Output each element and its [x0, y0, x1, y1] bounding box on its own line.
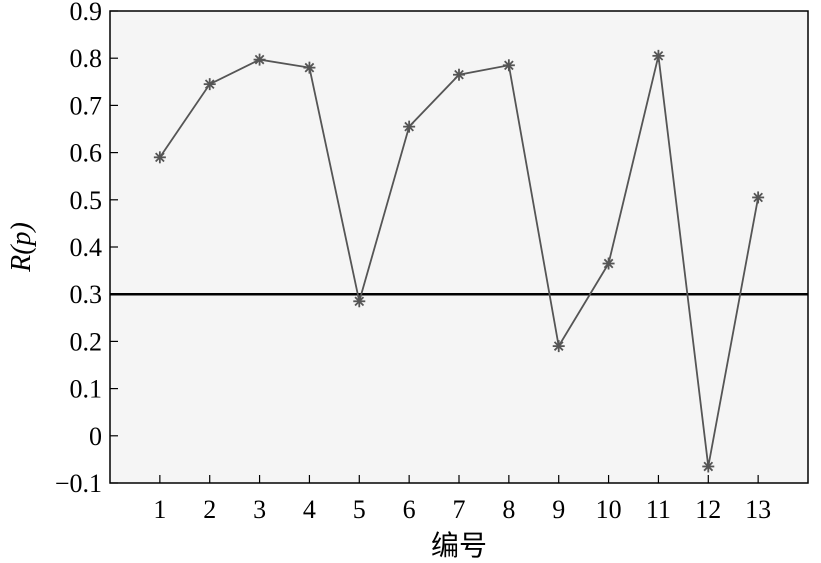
data-point: [502, 59, 515, 72]
data-point: [353, 295, 366, 308]
data-point: [203, 78, 216, 91]
y-axis-label: R(p): [6, 222, 37, 273]
y-tick-label: −0.1: [55, 469, 102, 498]
x-tick-label: 5: [353, 495, 366, 524]
plot-area: [110, 11, 808, 483]
x-tick-label: 12: [695, 495, 721, 524]
x-tick-label: 1: [153, 495, 166, 524]
y-ticks: −0.1 0 0.1 0.2 0.3 0.4 0.5 0.6 0.7 0.8 0.9: [55, 0, 118, 498]
y-tick-label: 0.4: [70, 233, 103, 262]
y-tick-label: 0.5: [70, 186, 103, 215]
data-point: [403, 120, 416, 133]
data-point: [453, 68, 465, 81]
y-tick-label: 0: [89, 422, 102, 451]
x-tick-label: 3: [253, 495, 266, 524]
data-point: [253, 53, 266, 66]
x-tick-label: 8: [502, 495, 515, 524]
x-tick-label: 4: [303, 495, 316, 524]
y-tick-label: 0.2: [70, 327, 103, 356]
x-tick-label: 13: [745, 495, 771, 524]
y-tick-label: 0.1: [70, 375, 103, 404]
y-tick-label: 0.3: [70, 280, 103, 309]
x-tick-label: 2: [203, 495, 216, 524]
x-tick-label: 9: [552, 495, 565, 524]
x-ticks: 1 2 3 4 5 6 7 8 9 10 11 12 13: [153, 475, 771, 524]
y-tick-label: 0.8: [70, 44, 103, 73]
x-tick-label: 6: [403, 495, 416, 524]
data-point: [303, 61, 316, 74]
x-tick-label: 10: [596, 495, 622, 524]
data-point: [552, 340, 565, 353]
data-point: [652, 49, 665, 62]
x-tick-label: 7: [453, 495, 466, 524]
x-axis-label: 编号: [431, 530, 487, 562]
y-tick-label: 0.9: [70, 0, 103, 26]
y-tick-label: 0.6: [70, 139, 103, 168]
data-markers: [153, 49, 765, 473]
data-point: [752, 191, 765, 204]
data-point: [153, 151, 166, 164]
plot-frame: [109, 10, 809, 484]
data-point: [702, 460, 715, 473]
x-tick-label: 11: [646, 495, 671, 524]
data-point: [602, 257, 615, 270]
y-tick-label: 0.7: [70, 91, 103, 120]
